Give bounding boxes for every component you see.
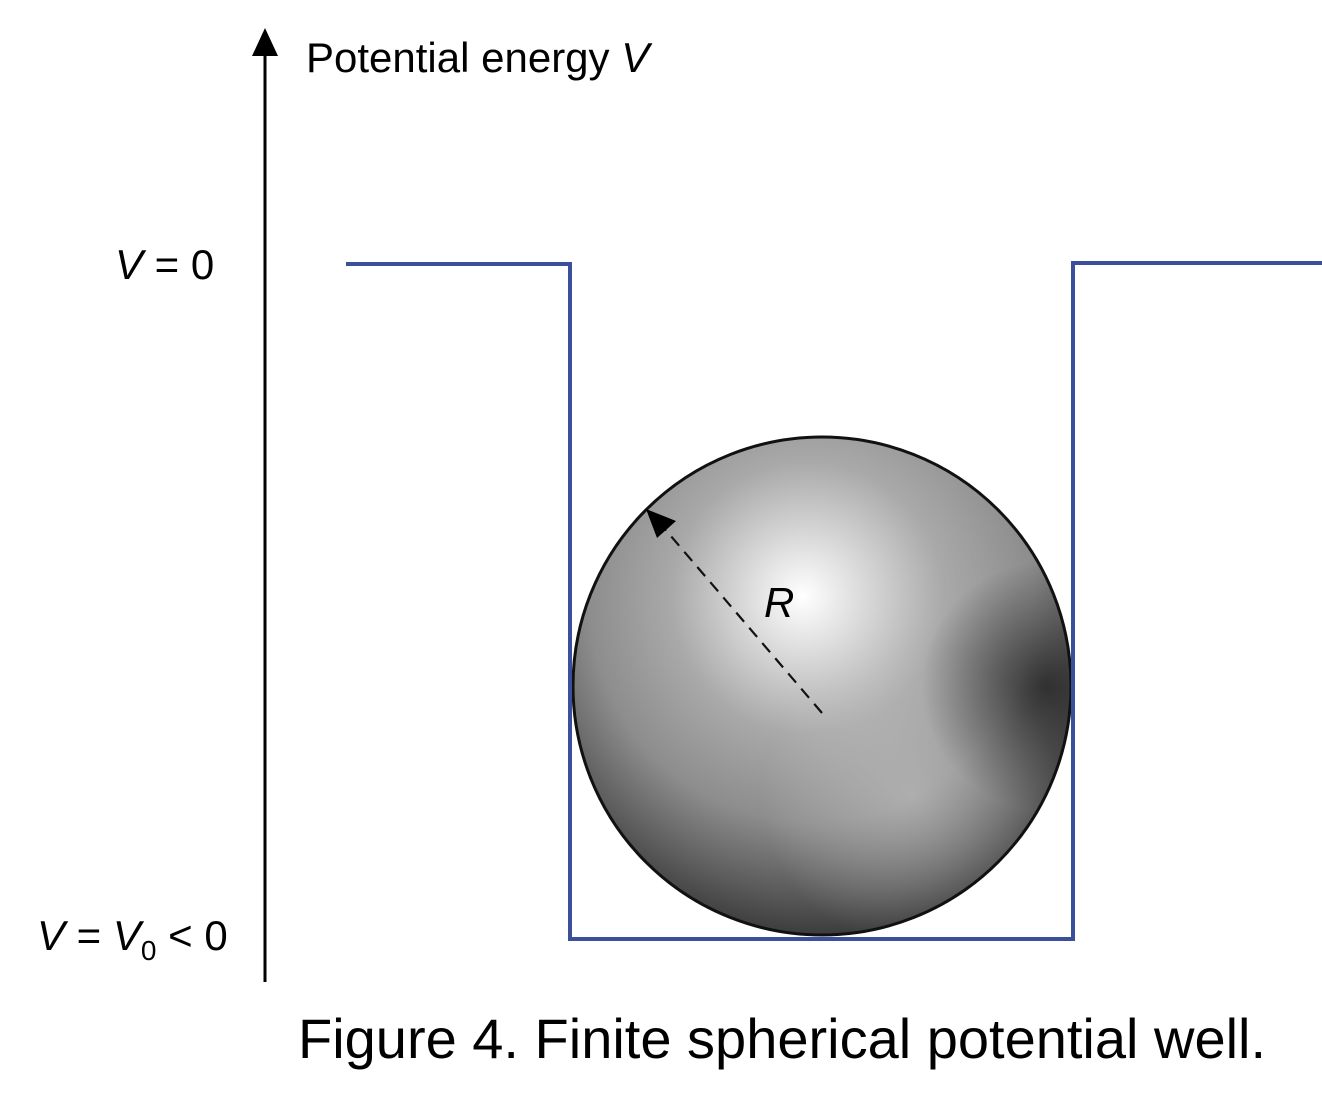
sphere [571,435,1073,937]
potential-well-line [346,261,1322,941]
axis-label: Potential energy V [306,34,653,81]
level-label-top: V = 0 [115,241,214,288]
level-label-bottom: V = V0 < 0 [37,912,228,966]
figure-caption: Figure 4. Finite spherical potential wel… [298,1007,1266,1070]
radius-arrowhead [646,509,676,538]
potential-axis-arrowhead [252,28,278,56]
radius-label: R [764,579,794,626]
radius-dashed-line [663,527,823,714]
